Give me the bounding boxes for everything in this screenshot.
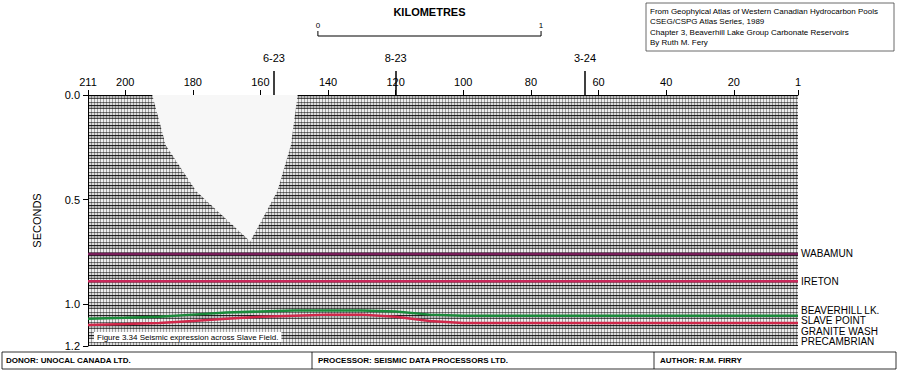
svg-text:SLAVE POINT: SLAVE POINT	[801, 315, 866, 326]
svg-text:1.0: 1.0	[65, 298, 80, 310]
svg-text:60: 60	[592, 76, 604, 88]
svg-text:1: 1	[539, 21, 544, 30]
svg-text:80: 80	[525, 76, 537, 88]
svg-text:40: 40	[660, 76, 672, 88]
svg-text:120: 120	[386, 76, 404, 88]
svg-text:DONOR: UNOCAL CANADA LTD.: DONOR: UNOCAL CANADA LTD.	[6, 356, 131, 365]
svg-text:0: 0	[316, 21, 321, 30]
svg-text:GRANITE WASH: GRANITE WASH	[801, 326, 878, 337]
svg-text:8-23: 8-23	[385, 52, 407, 64]
svg-text:CSEG/CSPG Atlas Series, 1989: CSEG/CSPG Atlas Series, 1989	[650, 17, 765, 26]
svg-text:PROCESSOR: SEISMIC DATA PROCES: PROCESSOR: SEISMIC DATA PROCESSORS LTD.	[318, 356, 508, 365]
svg-text:Chapter 3, Beaverhill Lake Gro: Chapter 3, Beaverhill Lake Group Carbona…	[650, 28, 849, 37]
svg-text:0.5: 0.5	[65, 194, 80, 206]
svg-text:IRETON: IRETON	[801, 276, 839, 287]
svg-text:From Geophyical Atlas of Weste: From Geophyical Atlas of Western Canadia…	[650, 7, 878, 16]
svg-text:PRECAMBRIAN: PRECAMBRIAN	[801, 336, 874, 347]
svg-text:0.0: 0.0	[65, 89, 80, 101]
svg-text:6-23: 6-23	[263, 52, 285, 64]
svg-text:20: 20	[728, 76, 740, 88]
svg-text:By Ruth M. Fery: By Ruth M. Fery	[650, 38, 708, 47]
svg-text:200: 200	[116, 76, 134, 88]
svg-text:3-24: 3-24	[574, 52, 596, 64]
svg-text:180: 180	[184, 76, 202, 88]
svg-text:BEAVERHILL LK.: BEAVERHILL LK.	[801, 305, 879, 316]
svg-text:Figure 3.34 Seismic expression: Figure 3.34 Seismic expression across Sl…	[97, 333, 278, 342]
svg-text:100: 100	[454, 76, 472, 88]
svg-text:140: 140	[319, 76, 337, 88]
svg-text:211: 211	[79, 76, 97, 88]
svg-text:1: 1	[795, 76, 801, 88]
svg-text:KILOMETRES: KILOMETRES	[393, 6, 465, 18]
svg-text:160: 160	[251, 76, 269, 88]
svg-text:AUTHOR: R.M. FIRRY: AUTHOR: R.M. FIRRY	[660, 356, 743, 365]
svg-text:1.2: 1.2	[65, 340, 80, 352]
svg-text:WABAMUN: WABAMUN	[801, 248, 853, 259]
svg-text:SECONDS: SECONDS	[31, 193, 43, 247]
